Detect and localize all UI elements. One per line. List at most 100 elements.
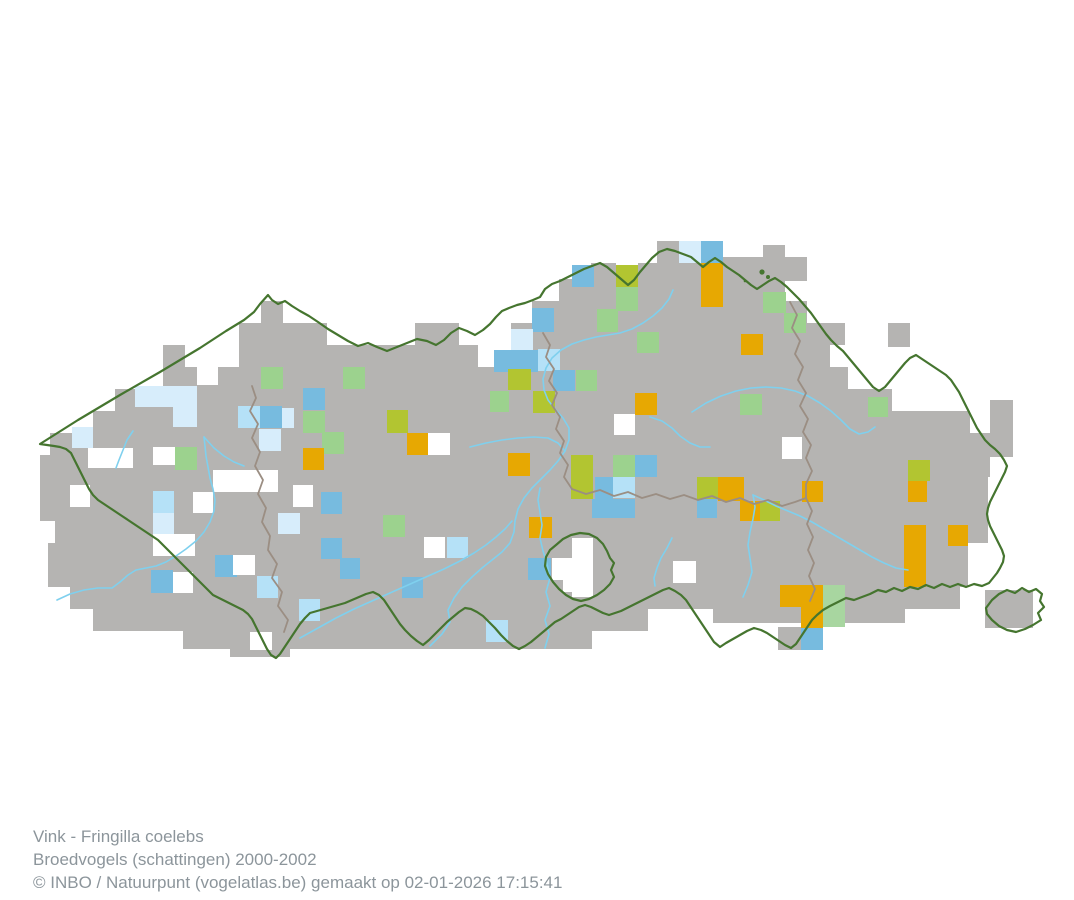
river-dender bbox=[537, 487, 551, 649]
river-zenne bbox=[653, 537, 673, 587]
surveyed-strip bbox=[533, 345, 830, 367]
species-grid-cell bbox=[868, 397, 888, 417]
surveyed-strip bbox=[230, 645, 290, 657]
surveyed-strip bbox=[723, 257, 807, 281]
species-grid-cell bbox=[533, 391, 555, 413]
species-grid-cell bbox=[784, 313, 806, 333]
species-grid-cell bbox=[718, 477, 744, 501]
species-grid-cell bbox=[553, 370, 575, 391]
empty-cell bbox=[572, 538, 593, 597]
surveyed-strip bbox=[261, 301, 283, 323]
species-grid-cell bbox=[576, 370, 597, 391]
river-upper-scheldt bbox=[429, 520, 516, 647]
surveyed-strip bbox=[559, 279, 785, 301]
empty-cell bbox=[70, 485, 90, 507]
species-grid-cell bbox=[904, 525, 926, 587]
surveyed-strip bbox=[48, 543, 968, 565]
border-antwerp-flemish-brabant bbox=[571, 488, 807, 507]
species-grid-cell bbox=[153, 491, 174, 513]
empty-cell bbox=[153, 534, 195, 556]
copyright-line: © INBO / Natuurpunt (vogelatlas.be) gema… bbox=[33, 873, 563, 892]
species-grid-cell bbox=[175, 447, 197, 470]
species-grid-cell bbox=[508, 369, 531, 390]
surveyed-strip bbox=[990, 400, 1013, 457]
region-outline bbox=[38, 247, 1046, 660]
river-scheldt bbox=[514, 289, 674, 522]
species-grid-cell bbox=[135, 386, 197, 407]
species-grid-cell bbox=[780, 585, 801, 607]
surveyed-strip bbox=[888, 323, 910, 347]
species-grid-cell bbox=[908, 481, 927, 502]
empty-cell bbox=[614, 414, 635, 435]
border-west-east-flanders bbox=[249, 385, 289, 633]
species-grid-cell bbox=[151, 570, 173, 593]
species-grid-cell bbox=[387, 410, 408, 433]
river-lines bbox=[56, 289, 909, 649]
species-grid-cell bbox=[490, 391, 509, 412]
species-grid-cell bbox=[259, 429, 281, 451]
surveyed-strip bbox=[985, 590, 1033, 628]
species-grid-cell bbox=[635, 393, 657, 415]
enclave-dot bbox=[759, 269, 765, 275]
empty-cell bbox=[197, 365, 218, 385]
border-antwerp-limburg bbox=[789, 301, 813, 499]
province-border-lines bbox=[249, 301, 816, 633]
species-grid-cell bbox=[322, 432, 344, 454]
river-leie bbox=[299, 520, 513, 639]
river-scheldt-branch bbox=[469, 436, 566, 452]
species-grid-cell bbox=[801, 628, 823, 650]
surveyed-strip bbox=[93, 609, 648, 631]
species-grid-cell bbox=[340, 558, 360, 579]
species-grid-cell bbox=[592, 499, 635, 518]
species-grid-cell bbox=[701, 263, 723, 307]
empty-cell bbox=[552, 558, 572, 580]
border-east-flanders-antwerp bbox=[542, 332, 573, 490]
surveyed-strip bbox=[40, 477, 988, 499]
surveyed-strip bbox=[239, 323, 327, 345]
empty-cell bbox=[563, 580, 572, 592]
species-grid-cell bbox=[637, 332, 659, 353]
species-grid-cell bbox=[679, 241, 701, 263]
species-grid-cell bbox=[407, 433, 428, 455]
species-grid-cell bbox=[261, 367, 283, 389]
border-flemish-brabant-limburg bbox=[805, 497, 816, 602]
species-grid-cell bbox=[763, 292, 786, 313]
empty-cell bbox=[428, 433, 450, 455]
species-grid-cell bbox=[635, 455, 657, 477]
species-grid-cell bbox=[303, 388, 325, 410]
empty-cell bbox=[213, 470, 278, 492]
species-grid-cell bbox=[173, 405, 197, 427]
brussels-outline bbox=[543, 531, 616, 603]
species-grid-cell bbox=[616, 287, 638, 311]
species-grid-cell bbox=[260, 406, 282, 428]
species-grid-cell bbox=[282, 408, 294, 428]
species-grid-cell bbox=[532, 308, 554, 332]
surveyed-strip bbox=[163, 367, 848, 389]
empty-cell bbox=[193, 492, 213, 513]
empty-cell bbox=[173, 572, 193, 593]
map-caption: Vink - Fringilla coelebs Broedvogels (sc… bbox=[33, 825, 562, 894]
species-grid-cell bbox=[597, 309, 618, 332]
species-grid-cell bbox=[802, 481, 823, 502]
species-grid-cell bbox=[321, 492, 342, 514]
river-nete bbox=[691, 386, 876, 435]
species-grid-cell bbox=[303, 448, 324, 470]
species-grid-cell bbox=[447, 537, 468, 558]
species-grid-cell bbox=[494, 350, 538, 372]
map-subtitle: Broedvogels (schattingen) 2000-2002 bbox=[33, 850, 317, 869]
species-grid-cell bbox=[697, 499, 717, 518]
species-grid-cell bbox=[948, 525, 968, 546]
surveyed-strip bbox=[239, 345, 478, 367]
species-grid-cell bbox=[383, 515, 405, 537]
voeren-outline bbox=[984, 586, 1046, 634]
empty-cell bbox=[233, 555, 255, 575]
empty-cell bbox=[88, 448, 133, 468]
species-grid-cell bbox=[908, 460, 930, 481]
species-grid-cell bbox=[613, 455, 635, 477]
empty-cell bbox=[153, 447, 175, 465]
species-grid-cell bbox=[823, 585, 845, 627]
enclave-dot bbox=[743, 279, 747, 283]
species-grid-cell bbox=[257, 576, 278, 598]
species-grid-cell bbox=[741, 334, 763, 355]
